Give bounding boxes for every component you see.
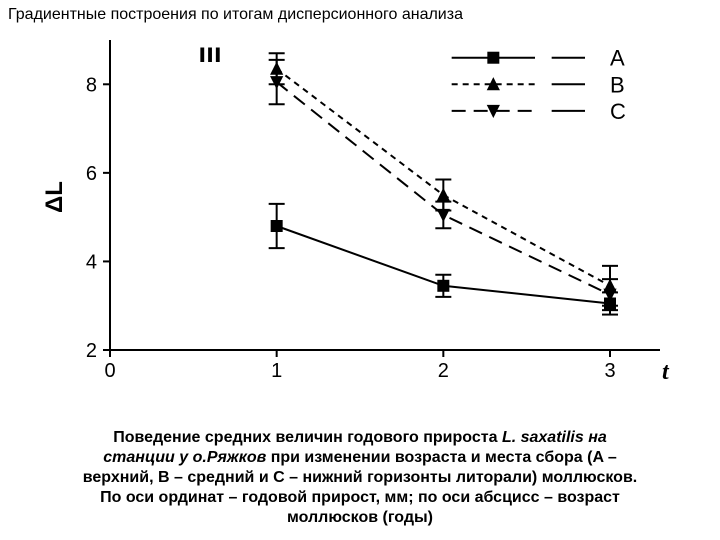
caption-l2b: при изменении возраста и места сбора (A … (266, 449, 617, 466)
x-tick-label: 2 (438, 360, 449, 382)
y-axis-label: ΔL (41, 181, 68, 213)
caption-l1a: Поведение средних величин годового приро… (113, 429, 502, 446)
y-tick-label: 8 (86, 74, 97, 96)
marker-triup (437, 188, 450, 201)
caption-l4: По оси ординат – годовой прирост, мм; по… (100, 489, 620, 506)
legend-label-A: A (610, 46, 625, 71)
caption-l5: моллюсков (годы) (287, 509, 433, 526)
caption-l1-ital1: L. saxatilis (502, 429, 584, 446)
x-tick-label: 3 (604, 360, 615, 382)
series-line-B (277, 69, 610, 286)
marker-tridown (437, 209, 450, 222)
marker-square (437, 280, 449, 292)
y-tick-label: 4 (86, 251, 97, 273)
marker-square (271, 220, 283, 232)
x-axis-label: t (662, 359, 670, 385)
chart-caption: Поведение средних величин годового приро… (20, 428, 700, 528)
marker-square (487, 52, 499, 64)
significance-marker: ııı (198, 37, 221, 68)
caption-l3: верхний, B – средний и C – нижний горизо… (83, 469, 637, 486)
marker-tridown (270, 76, 283, 89)
y-tick-label: 2 (86, 340, 97, 362)
y-tick-label: 6 (86, 163, 97, 185)
x-tick-label: 1 (271, 360, 282, 382)
x-tick-label: 0 (104, 360, 115, 382)
page-title: Градиентные построения по итогам дисперс… (8, 6, 463, 24)
caption-l1-ital2: на (584, 429, 607, 446)
chart-container: 0 1 2 3 2 4 6 8 ΔL t ııı ABC (40, 30, 680, 390)
chart-svg: 0 1 2 3 2 4 6 8 ΔL t ııı ABC (40, 30, 680, 390)
caption-l2-ital: станции у о.Ряжков (103, 449, 266, 466)
legend-label-C: C (610, 99, 626, 124)
legend-label-B: B (610, 72, 625, 97)
